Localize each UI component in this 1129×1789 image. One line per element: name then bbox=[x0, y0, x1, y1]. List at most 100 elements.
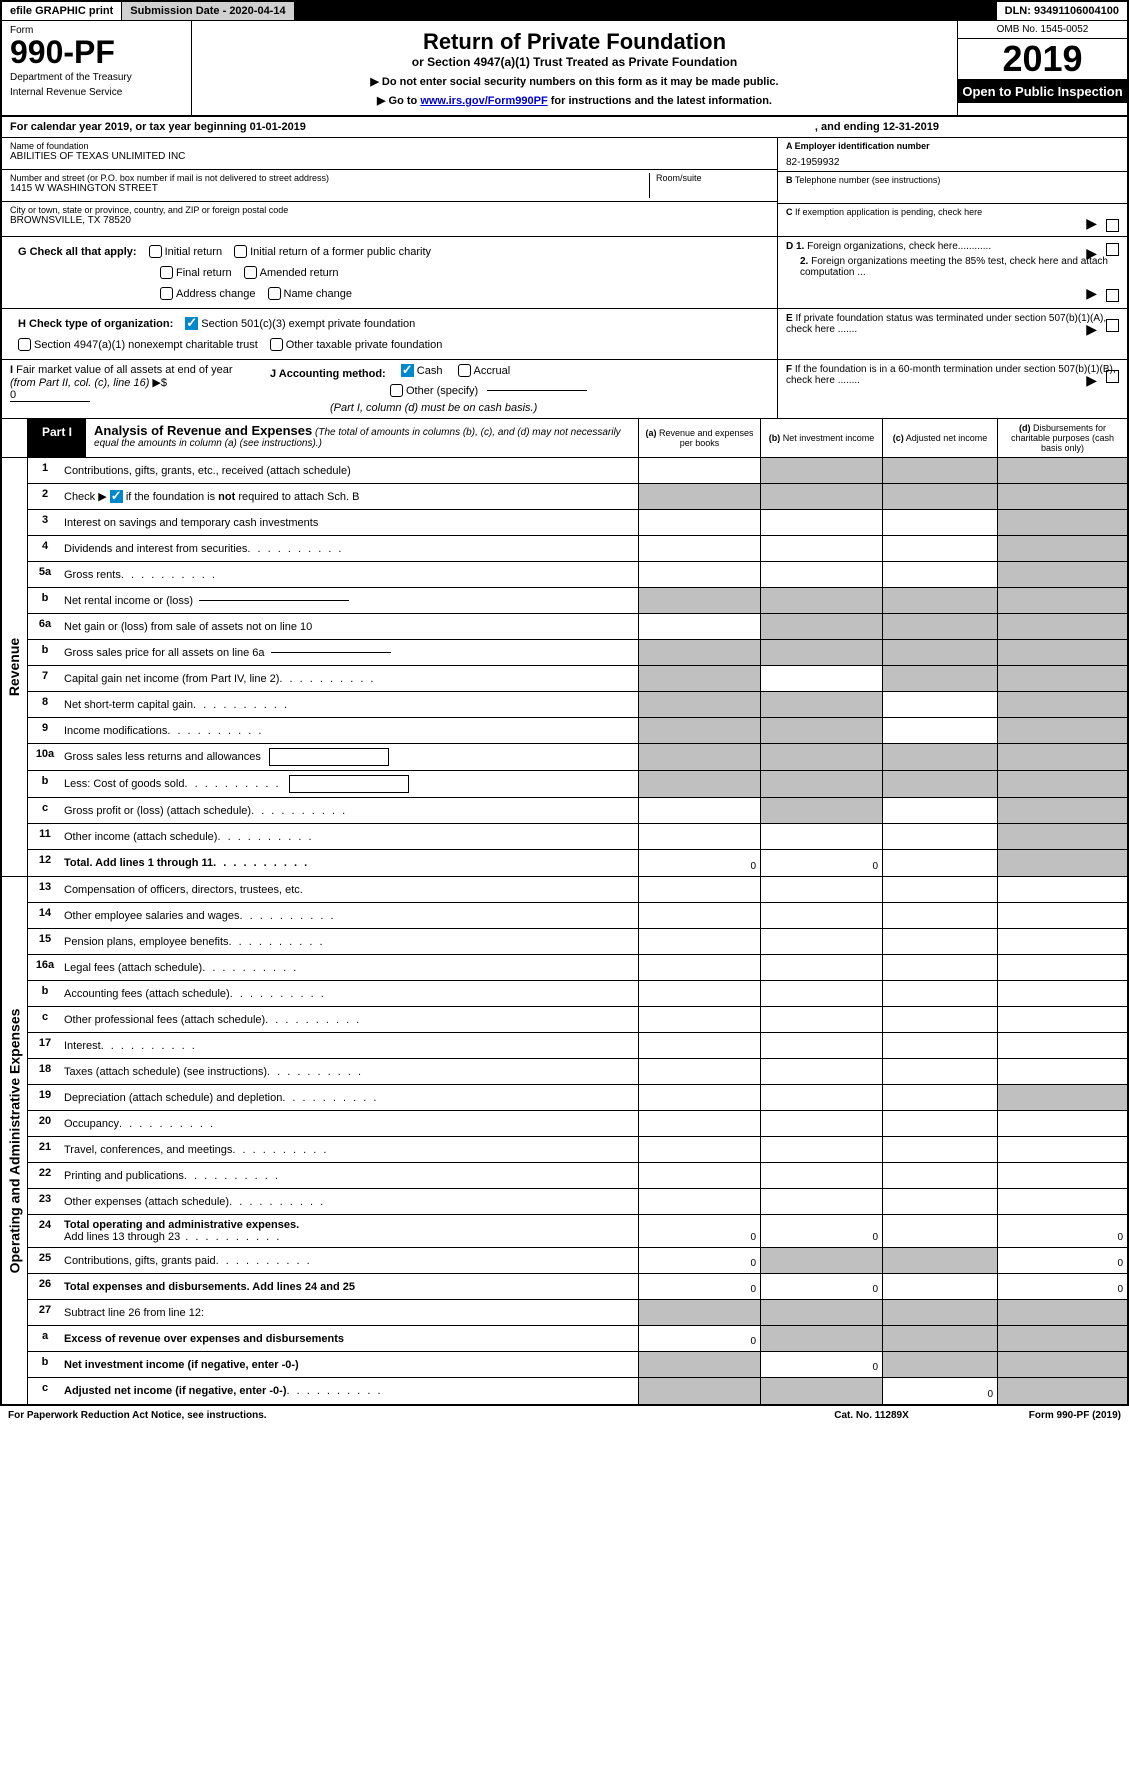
cal-begin: For calendar year 2019, or tax year begi… bbox=[10, 121, 306, 133]
h-label: H Check type of organization: bbox=[18, 318, 173, 330]
row-23: Other expenses (attach schedule) bbox=[62, 1189, 638, 1214]
dept-irs: Internal Revenue Service bbox=[10, 87, 183, 98]
form-990pf: Form 990-PF (2019) bbox=[1029, 1410, 1121, 1421]
ein-value: 82-1959932 bbox=[786, 157, 1119, 168]
omb-number: OMB No. 1545-0052 bbox=[958, 21, 1127, 39]
row-27c: Adjusted net income (if negative, enter … bbox=[62, 1378, 638, 1404]
d2-label: 2. Foreign organizations meeting the 85%… bbox=[786, 256, 1119, 278]
row-14: Other employee salaries and wages bbox=[62, 903, 638, 928]
form-subtitle: or Section 4947(a)(1) Trust Treated as P… bbox=[200, 55, 949, 69]
row-7: Capital gain net income (from Part IV, l… bbox=[62, 666, 638, 691]
ein-label: A Employer identification number bbox=[786, 141, 1119, 151]
row-10c: Gross profit or (loss) (attach schedule) bbox=[62, 798, 638, 823]
addr-label: Number and street (or P.O. box number if… bbox=[10, 173, 649, 183]
expenses-label: Operating and Administrative Expenses bbox=[7, 1008, 23, 1273]
row-5a: Gross rents bbox=[62, 562, 638, 587]
g-label: G Check all that apply: bbox=[18, 246, 137, 258]
row-2: Check ▶ if the foundation is not require… bbox=[62, 484, 638, 509]
j-accrual[interactable] bbox=[458, 364, 471, 377]
r2-checkbox[interactable] bbox=[110, 490, 123, 503]
paperwork-notice: For Paperwork Reduction Act Notice, see … bbox=[8, 1410, 267, 1421]
cal-end: , and ending 12-31-2019 bbox=[815, 121, 939, 133]
row-20: Occupancy bbox=[62, 1111, 638, 1136]
g-name-change[interactable] bbox=[268, 287, 281, 300]
col-d: (d) Disbursements for charitable purpose… bbox=[997, 419, 1127, 457]
foundation-name: ABILITIES OF TEXAS UNLIMITED INC bbox=[10, 151, 769, 162]
col-a: (a) Revenue and expenses per books bbox=[638, 419, 760, 457]
room-label: Room/suite bbox=[656, 173, 769, 183]
row-15: Pension plans, employee benefits bbox=[62, 929, 638, 954]
row-27b: Net investment income (if negative, ente… bbox=[62, 1352, 638, 1377]
g-amended[interactable] bbox=[244, 266, 257, 279]
j-label: J Accounting method: bbox=[270, 368, 386, 380]
row-22: Printing and publications bbox=[62, 1163, 638, 1188]
row-16b: Accounting fees (attach schedule) bbox=[62, 981, 638, 1006]
j-note: (Part I, column (d) must be on cash basi… bbox=[330, 402, 769, 414]
foundation-address: 1415 W WASHINGTON STREET bbox=[10, 183, 649, 194]
row-17: Interest bbox=[62, 1033, 638, 1058]
col-b: (b) Net investment income bbox=[760, 419, 882, 457]
footer: For Paperwork Reduction Act Notice, see … bbox=[0, 1406, 1129, 1425]
form-title: Return of Private Foundation bbox=[200, 29, 949, 55]
top-bar: efile GRAPHIC print Submission Date - 20… bbox=[2, 2, 1127, 21]
row-18: Taxes (attach schedule) (see instruction… bbox=[62, 1059, 638, 1084]
irs-link[interactable]: www.irs.gov/Form990PF bbox=[420, 95, 547, 107]
c-checkbox[interactable] bbox=[1106, 219, 1119, 232]
c-label: C If exemption application is pending, c… bbox=[786, 207, 1119, 217]
section-h: H Check type of organization: Section 50… bbox=[2, 309, 1127, 360]
e-label: E If private foundation status was termi… bbox=[786, 313, 1119, 335]
row-19: Depreciation (attach schedule) and deple… bbox=[62, 1085, 638, 1110]
f-checkbox[interactable] bbox=[1106, 370, 1119, 383]
cat-no: Cat. No. 11289X bbox=[834, 1410, 908, 1421]
row-21: Travel, conferences, and meetings bbox=[62, 1137, 638, 1162]
dept-treasury: Department of the Treasury bbox=[10, 72, 183, 83]
form-header: Form 990-PF Department of the Treasury I… bbox=[2, 21, 1127, 117]
row-27: Subtract line 26 from line 12: bbox=[62, 1300, 638, 1325]
j-other[interactable] bbox=[390, 384, 403, 397]
h-501c3[interactable] bbox=[185, 317, 198, 330]
j-cash[interactable] bbox=[401, 364, 414, 377]
name-label: Name of foundation bbox=[10, 141, 769, 151]
part1-header: Part I Analysis of Revenue and Expenses … bbox=[2, 419, 1127, 458]
info-block: Name of foundation ABILITIES OF TEXAS UN… bbox=[2, 138, 1127, 237]
g-address-change[interactable] bbox=[160, 287, 173, 300]
row-1: Contributions, gifts, grants, etc., rece… bbox=[62, 458, 638, 483]
row-6b: Gross sales price for all assets on line… bbox=[62, 640, 638, 665]
row-9: Income modifications bbox=[62, 718, 638, 743]
d1-checkbox[interactable] bbox=[1106, 243, 1119, 256]
row-10b: Less: Cost of goods sold bbox=[62, 771, 638, 797]
g-initial-former[interactable] bbox=[234, 245, 247, 258]
expenses-section: Operating and Administrative Expenses 13… bbox=[2, 876, 1127, 1404]
d2-checkbox[interactable] bbox=[1106, 289, 1119, 302]
section-g: G Check all that apply: Initial return I… bbox=[2, 237, 1127, 309]
calendar-year-row: For calendar year 2019, or tax year begi… bbox=[2, 117, 1127, 138]
h-4947[interactable] bbox=[18, 338, 31, 351]
part1-tab: Part I bbox=[28, 419, 86, 457]
h-other-taxable[interactable] bbox=[270, 338, 283, 351]
col-c: (c) Adjusted net income bbox=[882, 419, 997, 457]
g-final-return[interactable] bbox=[160, 266, 173, 279]
i-label: I Fair market value of all assets at end… bbox=[10, 364, 233, 389]
d1-label: D 1. Foreign organizations, check here..… bbox=[786, 241, 1119, 252]
row-6a: Net gain or (loss) from sale of assets n… bbox=[62, 614, 638, 639]
revenue-section: Revenue 1Contributions, gifts, grants, e… bbox=[2, 458, 1127, 876]
efile-link[interactable]: efile GRAPHIC print bbox=[2, 2, 122, 20]
i-value: 0 bbox=[10, 389, 90, 402]
submission-date: Submission Date - 2020-04-14 bbox=[122, 2, 294, 20]
row-5b: Net rental income or (loss) bbox=[62, 588, 638, 613]
f-label: F If the foundation is in a 60-month ter… bbox=[786, 364, 1119, 386]
row-26: Total expenses and disbursements. Add li… bbox=[62, 1274, 638, 1299]
tax-year: 2019 bbox=[958, 39, 1127, 80]
row-25: Contributions, gifts, grants paid bbox=[62, 1248, 638, 1273]
instr-2: ▶ Go to www.irs.gov/Form990PF for instru… bbox=[200, 94, 949, 107]
row-10a: Gross sales less returns and allowances bbox=[62, 744, 638, 770]
row-11: Other income (attach schedule) bbox=[62, 824, 638, 849]
row-12: Total. Add lines 1 through 11 bbox=[62, 850, 638, 876]
public-inspection: Open to Public Inspection bbox=[958, 80, 1127, 103]
e-checkbox[interactable] bbox=[1106, 319, 1119, 332]
section-ij: I Fair market value of all assets at end… bbox=[2, 360, 1127, 419]
form-number: 990-PF bbox=[10, 36, 183, 68]
row-16a: Legal fees (attach schedule) bbox=[62, 955, 638, 980]
g-initial-return[interactable] bbox=[149, 245, 162, 258]
part1-title: Analysis of Revenue and Expenses bbox=[94, 423, 312, 438]
